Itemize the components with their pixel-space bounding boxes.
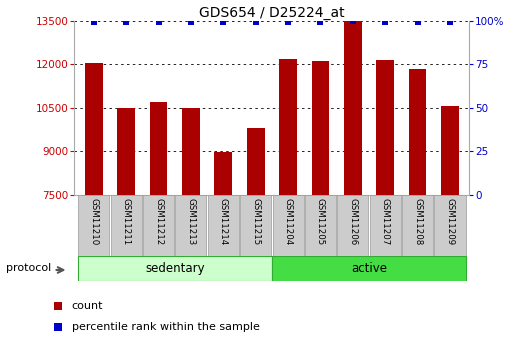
Text: GSM11206: GSM11206 <box>348 198 358 245</box>
Bar <box>182 108 200 195</box>
Bar <box>337 195 368 257</box>
Text: GSM11210: GSM11210 <box>89 198 98 245</box>
Bar <box>344 21 362 195</box>
Bar <box>435 195 465 257</box>
Bar <box>85 63 103 195</box>
Text: active: active <box>351 262 387 275</box>
Bar <box>77 256 272 281</box>
Text: percentile rank within the sample: percentile rank within the sample <box>72 322 260 332</box>
Bar <box>370 195 401 257</box>
Bar <box>305 195 336 257</box>
Bar <box>208 195 239 257</box>
Bar <box>175 195 207 257</box>
Bar <box>214 152 232 195</box>
Text: GSM11213: GSM11213 <box>186 198 195 245</box>
Bar <box>111 195 142 257</box>
Text: GSM11215: GSM11215 <box>251 198 260 245</box>
Bar <box>272 195 304 257</box>
Bar <box>117 108 135 195</box>
Bar <box>279 59 297 195</box>
Text: GSM11207: GSM11207 <box>381 198 390 245</box>
Text: GSM11214: GSM11214 <box>219 198 228 245</box>
Bar <box>240 195 271 257</box>
Text: protocol: protocol <box>6 263 51 273</box>
Text: GSM11204: GSM11204 <box>284 198 292 245</box>
Bar <box>311 61 329 195</box>
Text: count: count <box>72 301 103 311</box>
Bar <box>272 256 466 281</box>
Text: GSM11209: GSM11209 <box>445 198 455 245</box>
Text: GSM11205: GSM11205 <box>316 198 325 245</box>
Bar <box>441 106 459 195</box>
Text: GSM11208: GSM11208 <box>413 198 422 245</box>
Bar <box>247 128 265 195</box>
Bar <box>402 195 433 257</box>
Text: GSM11211: GSM11211 <box>122 198 131 245</box>
Bar <box>409 69 426 195</box>
Text: sedentary: sedentary <box>145 262 205 275</box>
Bar <box>78 195 109 257</box>
Bar <box>143 195 174 257</box>
Bar <box>150 102 167 195</box>
Bar <box>377 60 394 195</box>
Title: GDS654 / D25224_at: GDS654 / D25224_at <box>199 6 345 20</box>
Text: GSM11212: GSM11212 <box>154 198 163 245</box>
